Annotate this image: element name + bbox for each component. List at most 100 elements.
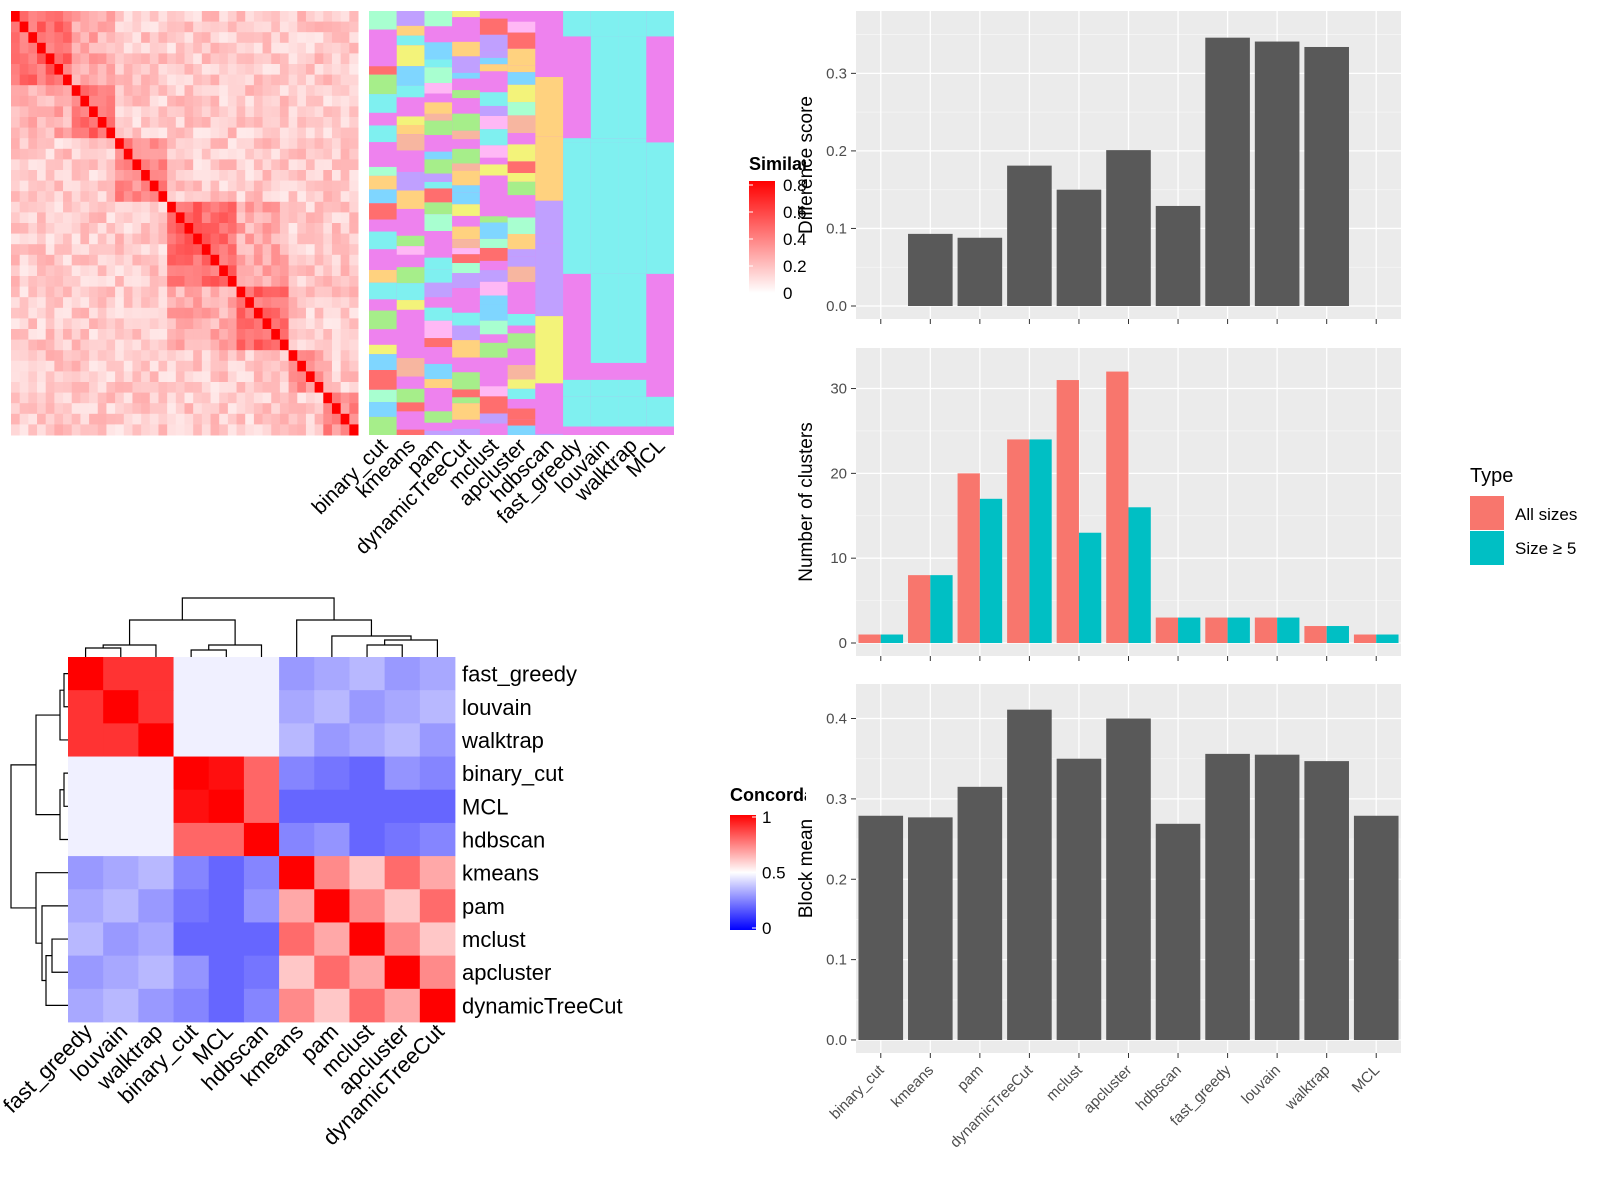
similarity-cell xyxy=(340,276,350,288)
concordance-cell xyxy=(314,789,350,824)
similarity-cell xyxy=(193,371,203,383)
annotation-block xyxy=(618,36,647,139)
similarity-cell xyxy=(106,21,116,33)
similarity-cell xyxy=(63,223,73,235)
similarity-cell xyxy=(71,371,81,383)
similarity-cell xyxy=(149,307,159,319)
concordance-cell xyxy=(314,822,350,857)
similarity-cell xyxy=(71,329,81,341)
similarity-cell xyxy=(305,403,316,415)
similarity-cell xyxy=(288,286,298,298)
annotation-block xyxy=(369,151,397,167)
similarity-cell xyxy=(245,21,255,33)
similarity-cell xyxy=(97,42,107,54)
similarity-cell xyxy=(323,424,333,436)
similarity-cell xyxy=(37,233,47,245)
annotation-block xyxy=(424,338,453,348)
concordance-cell xyxy=(68,822,104,857)
similarity-cell xyxy=(175,276,185,288)
annotation-block xyxy=(452,11,480,18)
similarity-cell xyxy=(45,360,55,372)
similarity-cell xyxy=(288,11,298,23)
similarity-cell xyxy=(279,170,290,182)
similarity-cell xyxy=(305,286,316,298)
similarity-cell xyxy=(193,360,203,372)
annotation-block xyxy=(479,413,508,424)
similarity-cell xyxy=(271,95,281,107)
similarity-cell xyxy=(115,265,125,277)
similarity-cell xyxy=(97,32,107,44)
similarity-cell xyxy=(262,159,272,171)
annotation-block xyxy=(590,36,619,139)
similarity-cell xyxy=(331,64,342,76)
similarity-cell xyxy=(28,159,38,171)
similarity-cell xyxy=(279,201,290,213)
bar-size---5-dynamicTreeCut xyxy=(1029,439,1052,643)
similarity-cell xyxy=(271,201,281,213)
similarity-cell xyxy=(89,53,99,65)
similarity-cell xyxy=(115,138,125,150)
similarity-cell xyxy=(106,403,116,415)
similarity-cell xyxy=(132,21,142,33)
similarity-cell xyxy=(227,42,238,54)
similarity-cell xyxy=(28,64,38,76)
similarity-cell xyxy=(158,329,168,341)
similarity-cell xyxy=(158,244,168,256)
similarity-cell xyxy=(97,350,107,362)
annotation-block xyxy=(369,125,397,143)
similarity-cell xyxy=(28,148,38,160)
similarity-cell xyxy=(349,233,359,245)
annotation-block xyxy=(369,249,397,270)
y-axis-title: Block mean xyxy=(796,819,817,918)
similarity-cell xyxy=(279,233,290,245)
bar-pam xyxy=(957,786,1003,1040)
similarity-cell xyxy=(340,339,350,351)
similarity-cell xyxy=(71,117,81,129)
similarity-cell xyxy=(201,223,212,235)
similarity-cell xyxy=(11,403,21,415)
similarity-cell xyxy=(37,138,47,150)
similarity-cell xyxy=(184,403,194,415)
similarity-cell xyxy=(253,191,264,203)
similarity-cell xyxy=(201,201,212,213)
similarity-cell xyxy=(11,392,21,404)
similarity-cell xyxy=(288,307,298,319)
similarity-cell xyxy=(236,276,246,288)
annotation-block xyxy=(507,133,536,145)
similarity-cell xyxy=(89,32,99,44)
similarity-cell xyxy=(106,106,116,118)
annotation-block xyxy=(479,64,508,72)
similarity-cell xyxy=(297,95,307,107)
similarity-cell xyxy=(340,127,350,139)
similarity-cell xyxy=(175,254,185,266)
similarity-cell xyxy=(262,329,272,341)
concordance-cell xyxy=(314,657,350,691)
similarity-cell xyxy=(123,371,133,383)
similarity-cell xyxy=(97,64,107,76)
similarity-cell xyxy=(123,403,133,415)
similarity-cell xyxy=(28,297,38,309)
similarity-cell xyxy=(63,42,73,54)
concordance-cell xyxy=(384,756,421,791)
similarity-cell xyxy=(305,11,316,23)
similarity-cell xyxy=(331,106,342,118)
similarity-cell xyxy=(331,307,342,319)
similarity-cell xyxy=(37,297,47,309)
similarity-cell xyxy=(54,11,64,23)
similarity-cell xyxy=(193,138,203,150)
similarity-cell xyxy=(45,138,55,150)
similarity-cell xyxy=(158,382,168,394)
concordance-cell xyxy=(419,690,456,724)
concordance-cell xyxy=(279,756,315,791)
similarity-cell xyxy=(323,32,333,44)
similarity-cell xyxy=(97,382,107,394)
similarity-cell xyxy=(45,159,55,171)
similarity-cell xyxy=(54,233,64,245)
similarity-cell xyxy=(314,318,324,330)
similarity-cell xyxy=(158,53,168,65)
similarity-cell xyxy=(54,339,64,351)
similarity-cell xyxy=(210,53,220,65)
similarity-cell xyxy=(89,424,99,436)
concordance-cell xyxy=(419,856,456,890)
similarity-cell xyxy=(97,276,107,288)
